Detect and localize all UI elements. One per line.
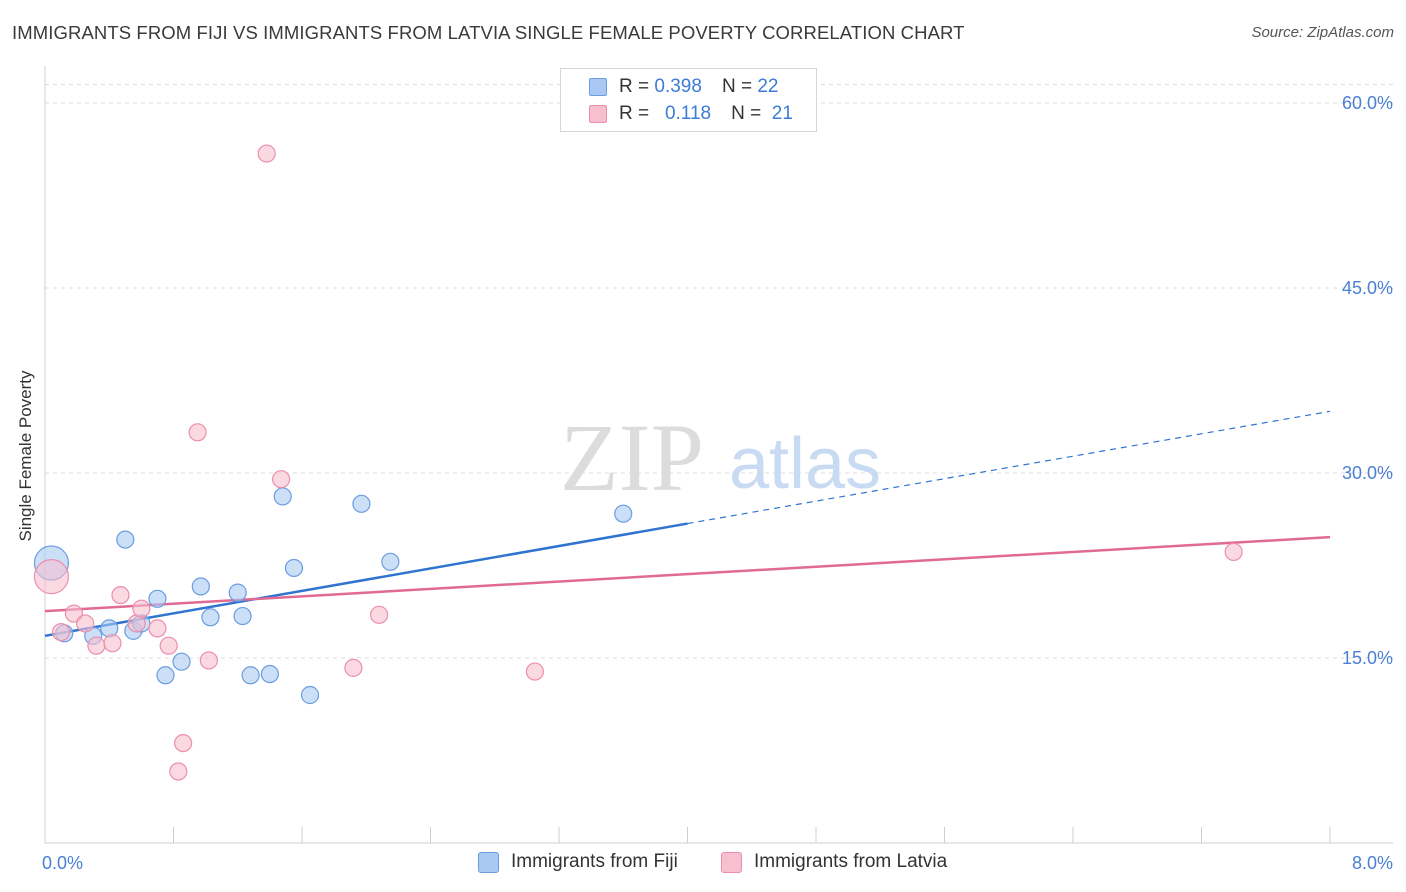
y-tick-label: 15.0%	[1342, 648, 1393, 668]
source-label: Source: ZipAtlas.com	[1251, 24, 1394, 41]
legend-fiji-r-label: R =	[619, 76, 650, 97]
point-latvia	[174, 733, 193, 753]
trend-lines	[44, 410, 1331, 638]
point-latvia	[272, 470, 291, 489]
point-latvia	[1224, 542, 1243, 562]
point-fiji	[300, 685, 320, 705]
bottom-legend-latvia: Immigrants from Latvia	[721, 851, 947, 873]
point-latvia	[76, 614, 95, 633]
point-fiji	[352, 494, 371, 513]
point-latvia	[103, 634, 122, 653]
y-tick-label: 60.0%	[1342, 93, 1393, 113]
legend-row-fiji: R = 0.398 N = 22	[589, 74, 778, 100]
trend-line-latvia	[44, 535, 1331, 613]
legend-latvia-r-label: R =	[619, 103, 650, 124]
bottom-legend-label-latvia: Immigrants from Latvia	[754, 851, 948, 872]
legend-swatch-latvia	[589, 105, 607, 123]
watermark-zip: ZIP	[560, 404, 704, 511]
point-latvia	[169, 762, 188, 781]
point-latvia	[344, 658, 363, 677]
point-latvia	[199, 651, 218, 670]
point-fiji	[228, 583, 247, 602]
x-tick-label: 8.0%	[1352, 853, 1393, 873]
legend-latvia-r-value: 0.118	[664, 103, 712, 124]
point-fiji	[116, 530, 135, 549]
bottom-legend-swatch-latvia	[721, 851, 742, 873]
point-fiji	[233, 606, 252, 626]
watermark-atlas: atlas	[729, 424, 881, 504]
legend-latvia-n-label: N =	[731, 103, 762, 124]
point-fiji	[381, 552, 400, 571]
point-latvia	[87, 636, 106, 655]
point-latvia	[111, 585, 130, 605]
point-fiji	[191, 577, 210, 596]
data-points	[33, 144, 1243, 781]
legend-fiji-r-value: 0.398	[654, 76, 702, 97]
watermark: ZIP atlas	[560, 404, 881, 511]
chart-title: IMMIGRANTS FROM FIJI VS IMMIGRANTS FROM …	[12, 22, 965, 43]
correlation-legend: R = 0.398 N = 22 R = 0.118 N = 21	[560, 68, 817, 132]
legend-fiji-n-label: N =	[721, 76, 753, 97]
point-latvia	[525, 662, 545, 681]
legend-latvia-n-value: 21	[771, 103, 793, 124]
trend-line-fiji-extrapolated	[687, 410, 1331, 525]
bottom-legend-label-fiji: Immigrants from Fiji	[511, 851, 678, 872]
point-fiji	[148, 589, 167, 608]
bottom-legend-fiji: Immigrants from Fiji	[478, 851, 678, 873]
point-fiji	[241, 666, 260, 685]
point-latvia	[51, 622, 71, 642]
x-tick-label: 0.0%	[42, 853, 83, 873]
point-fiji	[172, 652, 191, 671]
trend-line-fiji	[44, 522, 688, 638]
point-fiji	[201, 608, 220, 627]
bottom-legend-swatch-fiji	[478, 851, 499, 873]
tick-labels: 15.0% 30.0% 45.0% 60.0% 0.0% 8.0%	[42, 93, 1393, 873]
axes	[44, 66, 1393, 844]
legend-fiji-n-value: 22	[757, 76, 779, 97]
point-latvia	[148, 619, 167, 638]
point-fiji	[100, 619, 119, 638]
point-latvia	[188, 423, 207, 442]
point-latvia	[33, 558, 70, 595]
y-tick-label: 45.0%	[1342, 278, 1393, 298]
point-latvia	[257, 144, 276, 163]
point-latvia	[159, 636, 178, 655]
y-tick-label: 30.0%	[1342, 463, 1393, 483]
point-fiji	[614, 504, 633, 523]
point-latvia	[370, 605, 389, 624]
point-fiji	[260, 664, 279, 684]
point-fiji	[284, 558, 304, 578]
legend-swatch-fiji	[589, 78, 607, 96]
point-fiji	[156, 666, 175, 685]
point-fiji	[273, 487, 292, 506]
point-latvia	[132, 599, 151, 618]
legend-row-latvia: R = 0.118 N = 21	[589, 101, 793, 127]
